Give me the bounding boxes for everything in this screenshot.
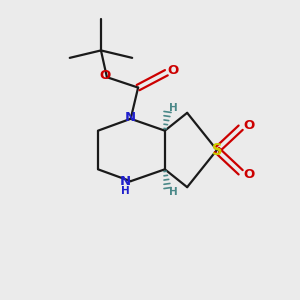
Text: N: N [124,111,136,124]
Text: H: H [121,186,130,196]
Text: O: O [99,69,110,82]
Text: N: N [120,175,131,188]
Text: O: O [167,64,178,77]
Text: S: S [212,142,223,158]
Text: H: H [169,103,178,113]
Text: H: H [169,187,178,196]
Text: O: O [243,119,255,132]
Text: O: O [243,168,255,181]
